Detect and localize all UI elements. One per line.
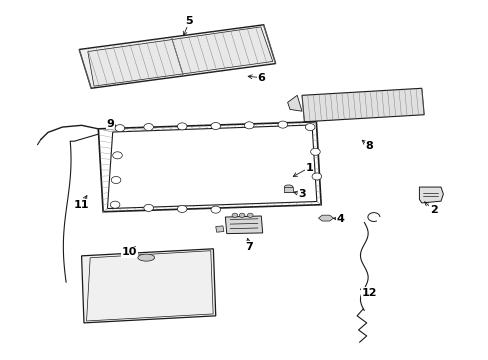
Circle shape: [112, 152, 122, 159]
Text: 11: 11: [74, 200, 89, 210]
Text: 6: 6: [257, 73, 264, 83]
Polygon shape: [318, 215, 333, 221]
Circle shape: [210, 206, 220, 213]
Text: 2: 2: [429, 205, 437, 215]
Circle shape: [210, 122, 220, 130]
Text: 8: 8: [365, 141, 372, 152]
Polygon shape: [81, 249, 215, 323]
Text: 3: 3: [298, 189, 305, 199]
Text: 10: 10: [122, 247, 137, 257]
Ellipse shape: [284, 185, 292, 189]
Polygon shape: [107, 125, 316, 208]
Ellipse shape: [138, 254, 154, 261]
Circle shape: [143, 204, 153, 211]
Circle shape: [115, 125, 124, 132]
Text: 1: 1: [305, 163, 312, 173]
Circle shape: [311, 173, 321, 180]
Circle shape: [232, 213, 237, 217]
Circle shape: [310, 148, 320, 155]
Circle shape: [111, 176, 121, 184]
Polygon shape: [215, 226, 224, 232]
Polygon shape: [419, 187, 443, 203]
Circle shape: [278, 121, 287, 128]
Text: 4: 4: [336, 214, 344, 224]
Circle shape: [110, 201, 120, 208]
Polygon shape: [225, 216, 262, 234]
Circle shape: [247, 213, 253, 217]
Circle shape: [239, 213, 244, 217]
Polygon shape: [287, 95, 302, 111]
Circle shape: [177, 206, 186, 212]
Polygon shape: [79, 25, 275, 88]
Circle shape: [244, 122, 254, 129]
Text: 12: 12: [361, 288, 376, 298]
Circle shape: [177, 123, 186, 130]
Polygon shape: [302, 88, 424, 122]
Circle shape: [143, 123, 153, 131]
Bar: [284, 187, 292, 192]
Polygon shape: [88, 27, 272, 86]
Circle shape: [305, 123, 314, 131]
Text: 7: 7: [245, 242, 253, 252]
Text: 5: 5: [185, 16, 193, 26]
Text: 9: 9: [106, 118, 114, 129]
